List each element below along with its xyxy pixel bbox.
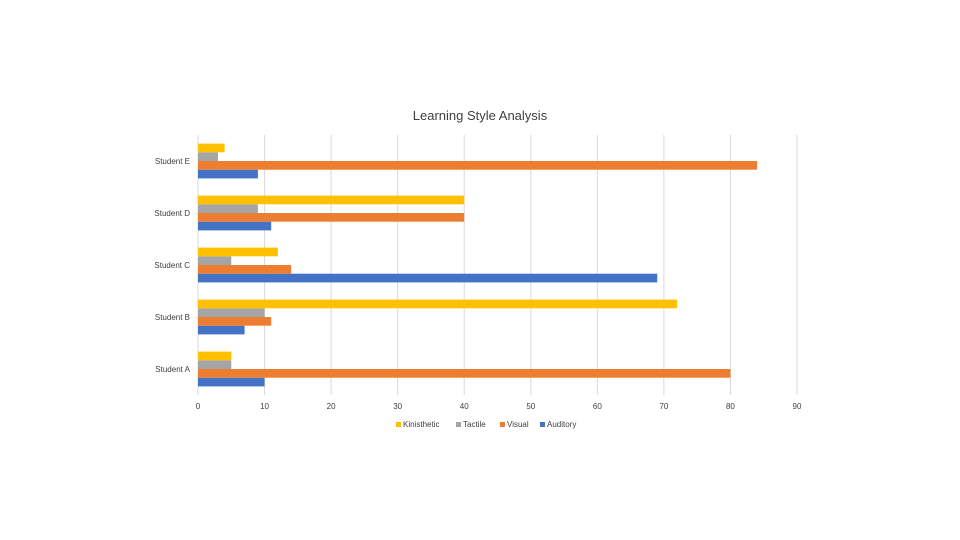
bar-auditory-student-a — [198, 377, 265, 387]
category-labels: Student A Student B Student C Student D Stud… — [154, 157, 190, 374]
category-label: Student C — [154, 261, 190, 270]
bar-tactile-student-c — [198, 256, 232, 265]
legend-label-tactile: Tactile — [463, 420, 486, 429]
bar-auditory-student-d — [198, 221, 272, 231]
legend-label-kinisthetic: Kinisthetic — [403, 420, 439, 429]
x-tick-label: 0 — [196, 402, 201, 411]
bar-visual-student-a — [198, 369, 731, 378]
x-tick-label: 10 — [260, 402, 269, 411]
legend-swatch-kinisthetic — [396, 422, 401, 427]
bar-tactile-student-a — [198, 360, 232, 369]
x-tick-label: 40 — [460, 402, 469, 411]
bar-visual-student-c — [198, 265, 292, 274]
bar-kinisthetic-student-a — [198, 351, 232, 361]
bar-kinisthetic-student-b — [198, 299, 678, 309]
legend-label-visual: Visual — [507, 420, 529, 429]
chart-title: Learning Style Analysis — [413, 108, 548, 123]
bar-tactile-student-e — [198, 152, 218, 161]
category-label: Student B — [155, 313, 190, 322]
x-tick-label: 90 — [793, 402, 802, 411]
category-label: Student A — [155, 365, 190, 374]
category-label: Student E — [155, 157, 190, 166]
x-tick-label: 80 — [726, 402, 735, 411]
bar-tactile-student-d — [198, 204, 258, 213]
bar-auditory-student-b — [198, 325, 245, 335]
bar-auditory-student-c — [198, 273, 658, 283]
legend-swatch-visual — [500, 422, 505, 427]
x-tick-label: 50 — [526, 402, 535, 411]
x-tick-label: 30 — [393, 402, 402, 411]
legend-label-auditory: Auditory — [547, 420, 576, 429]
x-tick-label: 60 — [593, 402, 602, 411]
legend: Kinisthetic Tactile Visual Auditory — [396, 420, 576, 429]
bar-visual-student-b — [198, 317, 272, 326]
bar-kinisthetic-student-c — [198, 247, 278, 257]
bars — [198, 143, 758, 387]
x-tick-labels: 0 10 20 30 40 50 60 70 80 90 — [196, 402, 802, 411]
bar-visual-student-d — [198, 213, 465, 222]
bar-auditory-student-e — [198, 169, 258, 179]
legend-swatch-auditory — [540, 422, 545, 427]
bar-kinisthetic-student-e — [198, 143, 225, 153]
x-tick-label: 20 — [327, 402, 336, 411]
x-tick-label: 70 — [659, 402, 668, 411]
bar-tactile-student-b — [198, 308, 265, 317]
bar-kinisthetic-student-d — [198, 195, 465, 205]
bar-visual-student-e — [198, 161, 758, 170]
category-label: Student D — [154, 209, 190, 218]
legend-swatch-tactile — [456, 422, 461, 427]
gridlines — [197, 135, 798, 395]
